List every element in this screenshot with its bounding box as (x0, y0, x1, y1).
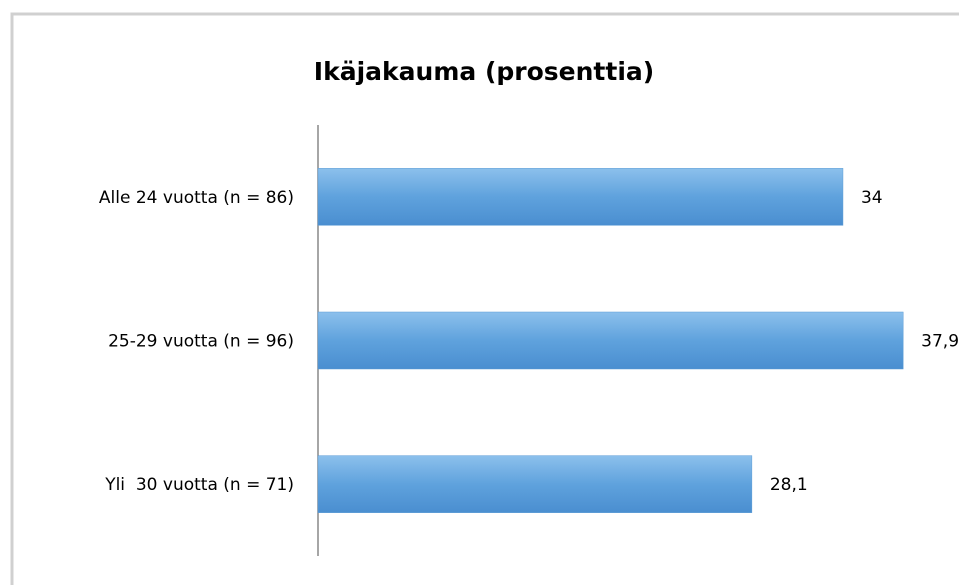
chart-title: Ikäjakauma (prosenttia) (314, 57, 654, 86)
bar (317, 455, 753, 513)
bar (317, 168, 844, 226)
value-label: 28,1 (770, 475, 808, 495)
y-tick-label: Yli 30 vuotta (n = 71) (104, 475, 294, 495)
value-label: 34 (861, 188, 883, 208)
y-tick-label: Alle 24 vuotta (n = 86) (99, 188, 294, 208)
bar (317, 311, 904, 370)
value-label: 37,9 (921, 332, 959, 352)
y-tick-label: 25-29 vuotta (n = 96) (108, 332, 294, 352)
